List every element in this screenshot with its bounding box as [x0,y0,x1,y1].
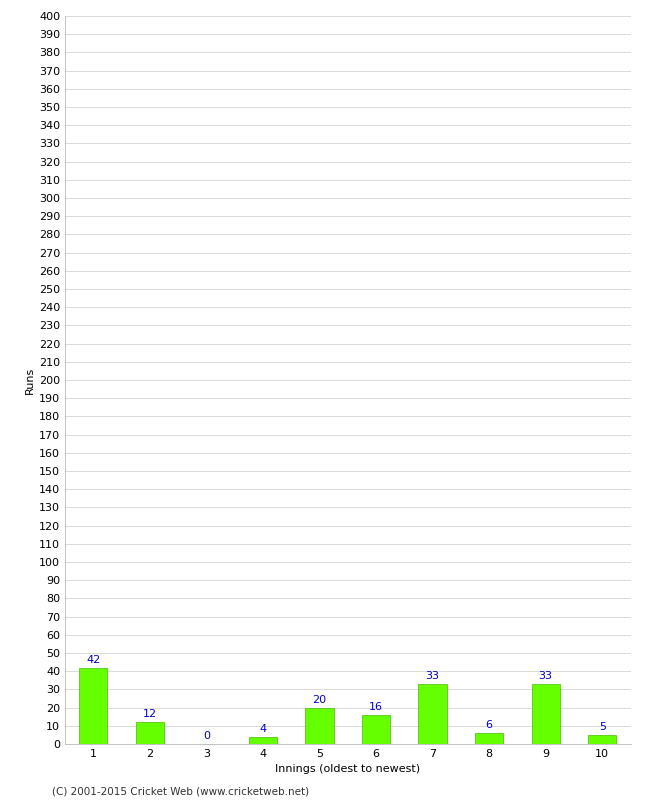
Text: 5: 5 [599,722,606,732]
Bar [588,735,616,744]
Text: 20: 20 [313,695,326,705]
Text: 42: 42 [86,655,100,665]
Y-axis label: Runs: Runs [25,366,34,394]
Text: 0: 0 [203,731,210,742]
Bar [362,715,390,744]
Bar [532,684,560,744]
Text: 16: 16 [369,702,383,712]
Text: 33: 33 [539,671,552,682]
Bar [79,667,107,744]
X-axis label: Innings (oldest to newest): Innings (oldest to newest) [275,765,421,774]
Bar [419,684,447,744]
Bar [136,722,164,744]
Text: 33: 33 [426,671,439,682]
Bar [475,733,503,744]
Text: (C) 2001-2015 Cricket Web (www.cricketweb.net): (C) 2001-2015 Cricket Web (www.cricketwe… [52,786,309,796]
Bar [306,707,333,744]
Text: 4: 4 [259,724,266,734]
Text: 6: 6 [486,720,493,730]
Text: 12: 12 [143,710,157,719]
Bar [249,737,277,744]
